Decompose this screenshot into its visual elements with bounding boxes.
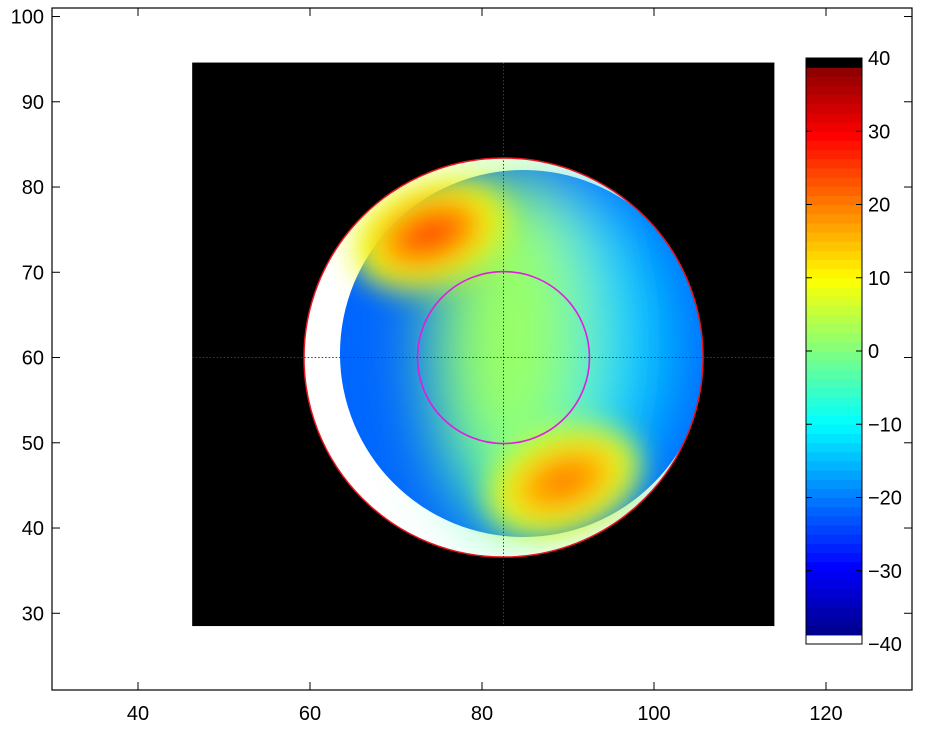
colorbar-cell: [806, 259, 862, 270]
x-tick-label: 100: [637, 703, 670, 725]
colorbar-cell: [806, 67, 862, 77]
colorbar-cell: [806, 561, 862, 572]
colorbar-cell: [806, 524, 862, 535]
field-layer: [339, 167, 704, 538]
colorbar-cell: [806, 405, 862, 416]
colorbar-cell: [806, 112, 862, 123]
y-tick-label: 60: [22, 348, 44, 370]
y-tick-label: 40: [22, 518, 44, 540]
colorbar-cell: [806, 479, 862, 489]
x-tick-label: 40: [127, 703, 149, 725]
colorbar-cell: [806, 76, 862, 87]
colorbar-cell: [806, 186, 862, 196]
colorbar-cell: [806, 213, 862, 224]
colorbar-cell: [806, 570, 862, 581]
colorbar-cell: [806, 415, 862, 425]
y-tick-label: 70: [22, 262, 44, 284]
y-tick-label: 50: [22, 433, 44, 455]
y-tick-label: 100: [11, 7, 44, 29]
colorbar-cell: [806, 268, 862, 279]
colorbar-cell: [806, 177, 862, 187]
colorbar-tick-label: −10: [868, 414, 902, 436]
y-tick-label: 90: [22, 92, 44, 114]
colorbar-cell: [806, 94, 862, 105]
colorbar-cell: [806, 396, 862, 407]
colorbar-cell: [806, 286, 862, 297]
colorbar-cell: [806, 332, 862, 343]
colorbar-cell: [806, 195, 862, 206]
colorbar-cell: [806, 58, 862, 68]
colorbar-cell: [806, 250, 862, 261]
colorbar-cell: [806, 497, 862, 508]
y-tick-label: 30: [22, 603, 44, 625]
colorbar-cell: [806, 140, 862, 151]
colorbar-tick-label: 20: [868, 195, 890, 217]
colorbar-tick-label: 0: [868, 341, 879, 363]
colorbar-cell: [806, 231, 862, 242]
colorbar-cell: [806, 85, 862, 96]
colorbar-cell: [806, 433, 862, 444]
colorbar-cell: [806, 314, 862, 325]
colorbar-cell: [806, 305, 862, 315]
colorbar-cell: [806, 451, 862, 462]
colorbar-cell: [806, 534, 862, 544]
colorbar-cell: [806, 616, 862, 627]
colorbar-cell: [806, 598, 862, 608]
x-tick-label: 120: [809, 703, 842, 725]
colorbar-cell: [806, 149, 862, 160]
colorbar-cell: [806, 158, 862, 169]
y-tick-label: 80: [22, 177, 44, 199]
colorbar-cell: [806, 552, 862, 563]
plot-area: [192, 62, 775, 627]
colorbar-cell: [806, 470, 862, 480]
colorbar-cell: [806, 589, 862, 599]
colorbar-cell: [806, 296, 862, 306]
colorbar-cell: [806, 506, 862, 517]
colorbar-tick-label: 10: [868, 268, 890, 290]
colorbar-cell: [806, 277, 862, 288]
x-tick-label: 60: [299, 703, 321, 725]
colorbar-cell: [806, 369, 862, 380]
colorbar-tick-label: 30: [868, 121, 890, 143]
colorbar: 40 30 20 10 0 −10 −20 −30 −40: [805, 48, 902, 656]
colorbar-tick-label: −30: [868, 561, 902, 583]
colorbar-cell: [806, 103, 862, 114]
colorbar-cell: [806, 167, 862, 178]
colorbar-cell: [806, 131, 862, 142]
colorbar-tick-label: 40: [868, 48, 890, 70]
colorbar-tick-label: −40: [868, 634, 902, 656]
x-tick-label: 80: [471, 703, 493, 725]
colorbar-cell: [806, 222, 862, 233]
colorbar-cell: [806, 607, 862, 618]
hot-spot-core-1: [401, 214, 460, 254]
colorbar-cell: [806, 424, 862, 435]
colorbar-cell: [806, 543, 862, 554]
colorbar-cell: [806, 351, 862, 361]
hot-spots: [353, 177, 641, 538]
colorbar-tick-label: −20: [868, 488, 902, 510]
colorbar-cell: [806, 625, 862, 636]
colorbar-cell: [806, 323, 862, 334]
colorbar-cell: [806, 387, 862, 398]
colorbar-cell: [806, 341, 862, 352]
colorbar-cell: [806, 241, 862, 251]
colorbar-cell: [806, 204, 862, 215]
colorbar-cell: [806, 442, 862, 453]
colorbar-cell: [806, 515, 862, 526]
disc-field: [303, 158, 704, 558]
colorbar-cell: [806, 378, 862, 389]
colorbar-cell: [806, 488, 862, 499]
colorbar-cell: [806, 122, 862, 132]
colorbar-cell: [806, 460, 862, 471]
colorbar-cell: [806, 579, 862, 590]
hot-spot-core-2: [534, 461, 593, 501]
colorbar-cell: [806, 634, 862, 645]
colorbar-cell: [806, 360, 862, 370]
